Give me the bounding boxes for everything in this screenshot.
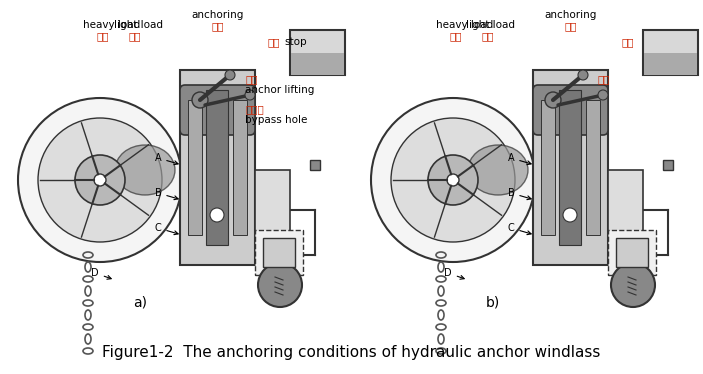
Text: Figure1-2  The anchoring conditions of hydraulic anchor windlass: Figure1-2 The anchoring conditions of hy…	[102, 344, 600, 359]
Text: anchoring: anchoring	[545, 10, 597, 20]
Text: 起描: 起描	[245, 74, 257, 84]
Text: B: B	[508, 188, 531, 200]
Bar	[608, 170, 643, 260]
Text: anchor lifting: anchor lifting	[245, 85, 314, 95]
Text: light load: light load	[113, 20, 162, 30]
Circle shape	[225, 70, 235, 80]
Bar	[644, 53, 697, 75]
Text: bypass hole: bypass hole	[245, 115, 307, 125]
Circle shape	[245, 90, 255, 100]
Text: a): a)	[133, 296, 147, 310]
Text: heavy load: heavy load	[437, 20, 494, 30]
Bar	[541, 100, 555, 235]
Text: 起描: 起描	[598, 74, 610, 84]
Text: C: C	[155, 223, 178, 234]
Circle shape	[578, 70, 588, 80]
Circle shape	[258, 263, 302, 307]
Circle shape	[18, 98, 182, 262]
Bar	[180, 70, 255, 265]
Circle shape	[210, 208, 224, 222]
Text: 重载: 重载	[97, 31, 109, 41]
Text: D: D	[444, 268, 464, 279]
FancyBboxPatch shape	[180, 85, 255, 135]
Bar	[643, 30, 698, 75]
Bar	[559, 90, 581, 245]
Circle shape	[371, 98, 535, 262]
Circle shape	[428, 155, 478, 205]
Bar	[290, 30, 345, 75]
Text: 峙通孔: 峙通孔	[245, 104, 264, 114]
Bar	[255, 230, 303, 275]
Text: B: B	[155, 188, 178, 200]
Text: 轻载: 轻载	[129, 31, 141, 41]
Bar	[206, 90, 228, 245]
Circle shape	[598, 90, 608, 100]
Bar	[616, 238, 648, 267]
Text: b): b)	[486, 296, 500, 310]
Text: 招描: 招描	[565, 21, 577, 31]
Text: 重载: 重载	[450, 31, 463, 41]
Text: C: C	[508, 223, 531, 234]
Text: 停止: 停止	[268, 37, 280, 47]
Circle shape	[38, 118, 162, 242]
Circle shape	[94, 174, 106, 186]
Bar	[255, 170, 290, 260]
Text: 招描: 招描	[212, 21, 224, 31]
Text: light load: light load	[467, 20, 515, 30]
Text: A: A	[155, 153, 178, 165]
Circle shape	[447, 174, 459, 186]
Ellipse shape	[468, 145, 528, 195]
Bar	[586, 100, 600, 235]
Bar	[608, 230, 656, 275]
Circle shape	[192, 92, 208, 108]
Text: stop: stop	[284, 37, 307, 47]
Text: 轻载: 轻载	[482, 31, 494, 41]
FancyBboxPatch shape	[533, 85, 608, 135]
Text: anchoring: anchoring	[192, 10, 244, 20]
Circle shape	[563, 208, 577, 222]
Circle shape	[545, 92, 561, 108]
Text: heavy load: heavy load	[84, 20, 141, 30]
Bar	[533, 70, 608, 265]
Ellipse shape	[115, 145, 175, 195]
Bar	[233, 100, 247, 235]
Text: D: D	[91, 268, 111, 279]
Circle shape	[391, 118, 515, 242]
Bar	[188, 100, 202, 235]
Text: A: A	[508, 153, 531, 165]
Bar	[291, 53, 344, 75]
Circle shape	[75, 155, 125, 205]
Text: 停止: 停止	[621, 37, 633, 47]
Circle shape	[611, 263, 655, 307]
Bar	[263, 238, 295, 267]
